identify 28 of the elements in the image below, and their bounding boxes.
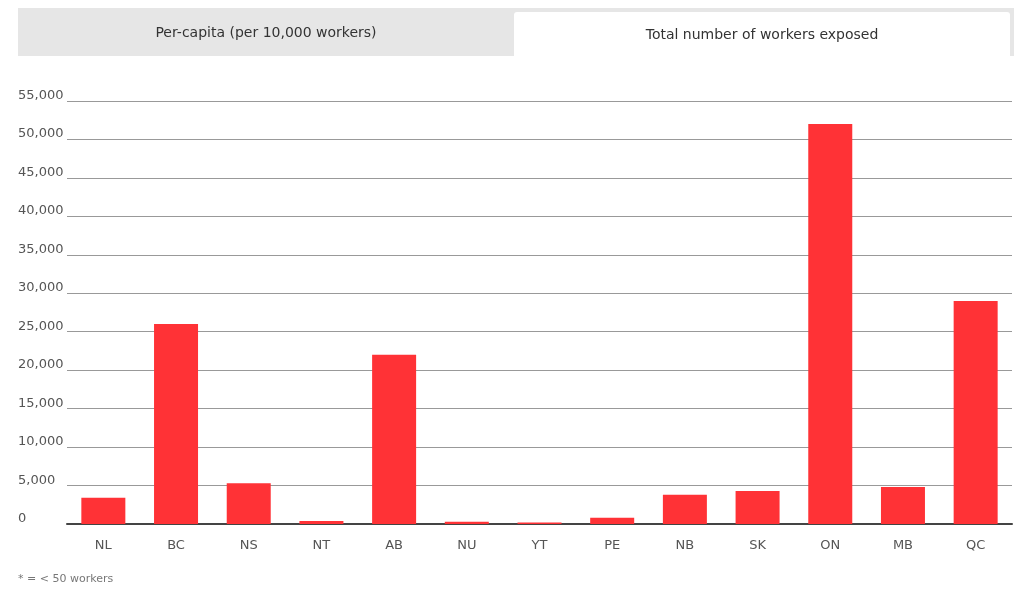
- y-tick-label: 5,000: [18, 471, 56, 487]
- x-tick-label: NU: [457, 537, 477, 552]
- x-tick-label: BC: [167, 537, 185, 552]
- text: Per-capita (per 10,000 workers): [154, 23, 378, 42]
- text: Total number of workers exposed: [514, 12, 1010, 56]
- text: * = < 50 workers: [18, 572, 114, 585]
- x-tick-label: NB: [675, 537, 695, 552]
- y-tick-label: 45,000: [18, 163, 64, 179]
- y-tick-label: 40,000: [18, 202, 64, 218]
- x-tick-label: ON: [820, 537, 841, 552]
- x-tick-label: SK: [749, 537, 767, 552]
- x-tick-label: NS: [239, 537, 258, 552]
- x-tick-label: AB: [385, 537, 404, 552]
- y-tick-label: 35,000: [18, 240, 64, 256]
- y-tick-label: 0: [18, 510, 27, 525]
- y-tick-label: 25,000: [18, 317, 64, 333]
- x-tick-label: NT: [312, 537, 331, 552]
- y-tick-label: 30,000: [18, 279, 64, 295]
- x-tick-label: PE: [604, 537, 621, 552]
- y-tick-label: 15,000: [18, 394, 64, 410]
- x-tick-label: QC: [966, 537, 986, 552]
- x-tick-label: MB: [892, 537, 914, 552]
- y-tick-label: 50,000: [18, 125, 64, 141]
- y-tick-label: 20,000: [18, 356, 64, 372]
- x-tick-label: YT: [530, 537, 548, 552]
- y-tick-label: 10,000: [18, 433, 64, 449]
- y-tick-label: 55,000: [18, 87, 64, 102]
- x-tick-label: NL: [94, 537, 113, 552]
